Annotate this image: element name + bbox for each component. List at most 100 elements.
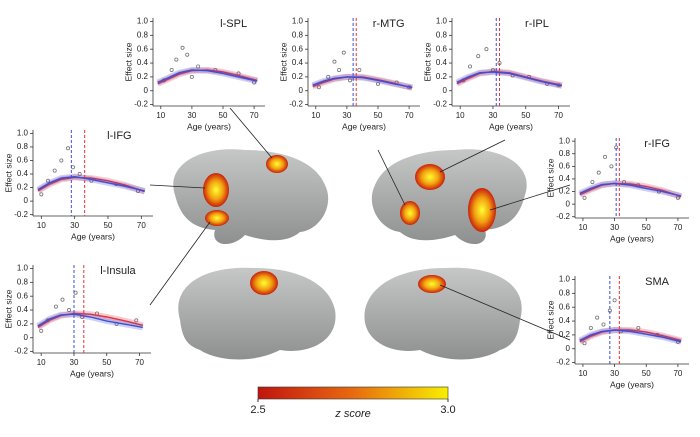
- y-tick-label: 0: [299, 86, 304, 95]
- x-tick-label: 70: [673, 369, 682, 378]
- y-tick-label: 0.4: [436, 58, 448, 67]
- scatter-point: [134, 318, 139, 323]
- scatter-point: [174, 57, 179, 62]
- scatter-point: [588, 325, 593, 330]
- y-tick-label: 0.6: [17, 291, 29, 300]
- y-tick-label: 0: [566, 344, 571, 353]
- x-tick-label: 30: [70, 221, 79, 230]
- chart: -0.2 0 0.2 0.4 0.6 0.8 1.0 10 30 50 70 Age (years) E…: [422, 17, 570, 131]
- x-tick-label: 30: [70, 358, 79, 367]
- connector: [377, 149, 406, 206]
- scatter-point: [39, 328, 44, 333]
- fit-line: [37, 312, 143, 328]
- x-tick-label: 30: [610, 369, 619, 378]
- y-tick-label: 1.0: [17, 128, 29, 137]
- chart-title: r-IPL: [525, 18, 549, 30]
- x-tick-label: 50: [102, 358, 111, 367]
- y-tick-label: 1.0: [559, 275, 571, 284]
- y-tick-label: 0.6: [17, 156, 29, 165]
- colorbar-tick-label: 3.0: [440, 404, 455, 416]
- x-tick-label: 30: [187, 111, 196, 120]
- fit-band: [311, 73, 413, 91]
- y-axis-label: Effect size: [3, 289, 13, 328]
- scatter-point: [189, 74, 194, 79]
- x-axis-label: Age (years): [610, 379, 654, 389]
- scatter-point: [468, 64, 473, 69]
- y-tick-label: -0.2: [433, 100, 447, 109]
- y-tick-label: 0.8: [137, 30, 149, 39]
- activation-blob: [400, 201, 420, 225]
- x-axis-label: Age (years): [71, 231, 115, 241]
- x-tick-label: 50: [521, 111, 530, 120]
- activation-blob: [203, 173, 229, 207]
- y-tick-label: -0.2: [556, 212, 570, 221]
- chart-title: l-Insula: [100, 265, 136, 277]
- chart-title: SMA: [645, 276, 670, 288]
- brain-left-medial: [178, 267, 336, 360]
- y-tick-label: 1.0: [137, 17, 149, 26]
- scatter-point: [612, 298, 617, 303]
- chart: -0.2 0 0.2 0.4 0.6 0.8 1.0 10 30 50 70 Age (years) E…: [3, 264, 151, 378]
- y-tick-label: 0.4: [17, 169, 29, 178]
- scatter-point: [77, 172, 82, 177]
- y-tick-label: 0.2: [559, 187, 571, 196]
- brain-left-lateral: [173, 149, 329, 245]
- activation-blob: [266, 155, 288, 173]
- y-tick-label: 0: [24, 333, 29, 342]
- scatter-point: [59, 158, 64, 163]
- y-tick-label: 0.2: [17, 183, 29, 192]
- scatter-point: [595, 315, 600, 320]
- x-axis-label: Age (years): [187, 121, 231, 131]
- scatter-point: [52, 168, 57, 173]
- x-tick-label: 30: [489, 111, 498, 120]
- x-tick-label: 70: [250, 111, 259, 120]
- y-tick-label: 0.4: [17, 305, 29, 314]
- y-axis-label: Effect size: [422, 42, 432, 81]
- fit-line: [579, 182, 682, 197]
- chart: -0.2 0 0.2 0.4 0.6 0.8 1.0 10 30 50 70 Age (years) E…: [278, 17, 420, 131]
- scatter-point: [582, 195, 587, 200]
- y-tick-label: 0: [443, 86, 448, 95]
- scatter-point: [357, 67, 362, 72]
- y-tick-label: 0.4: [559, 174, 571, 183]
- connector: [439, 284, 571, 341]
- x-tick-label: 70: [405, 111, 414, 120]
- x-tick-label: 10: [37, 221, 46, 230]
- chart-title: l-IFG: [107, 130, 131, 142]
- x-tick-label: 10: [456, 111, 465, 120]
- x-tick-label: 50: [219, 111, 228, 120]
- connector: [149, 184, 206, 189]
- scatter-point: [476, 54, 481, 59]
- scatter-point: [326, 74, 331, 79]
- scatter-point: [39, 192, 44, 197]
- activation-blob: [205, 210, 229, 226]
- activation-blob: [415, 164, 445, 190]
- x-tick-label: 10: [578, 223, 587, 232]
- x-tick-label: 70: [554, 111, 563, 120]
- x-tick-label: 10: [311, 111, 320, 120]
- y-axis-label: Effect size: [545, 300, 555, 339]
- scatter-point: [609, 164, 614, 169]
- scatter-point: [185, 52, 190, 57]
- y-tick-label: 0.4: [559, 316, 571, 325]
- y-tick-label: 0.2: [292, 72, 304, 81]
- x-axis-label: Age (years): [489, 121, 533, 131]
- y-tick-label: 1.0: [17, 264, 29, 273]
- scatter-point: [582, 341, 587, 346]
- scatter-point: [60, 297, 65, 302]
- scatter-point: [53, 304, 58, 309]
- x-tick-label: 50: [642, 223, 651, 232]
- chart: -0.2 0 0.2 0.4 0.6 0.8 1.0 10 30 50 70 Age (years) E…: [545, 275, 689, 389]
- scatter-point: [332, 59, 337, 64]
- x-tick-label: 10: [156, 111, 165, 120]
- x-tick-label: 50: [104, 221, 113, 230]
- activation-blob: [468, 188, 496, 232]
- x-axis-label: Age (years): [342, 121, 386, 131]
- scatter-point: [484, 47, 489, 52]
- y-tick-label: -0.2: [14, 347, 28, 356]
- chart: -0.2 0 0.2 0.4 0.6 0.8 1.0 10 30 50 70 Age (years) E…: [3, 128, 153, 241]
- y-tick-label: 0.8: [559, 149, 571, 158]
- y-tick-label: 0.8: [292, 30, 304, 39]
- fit-line: [37, 313, 143, 329]
- x-tick-label: 10: [37, 358, 46, 367]
